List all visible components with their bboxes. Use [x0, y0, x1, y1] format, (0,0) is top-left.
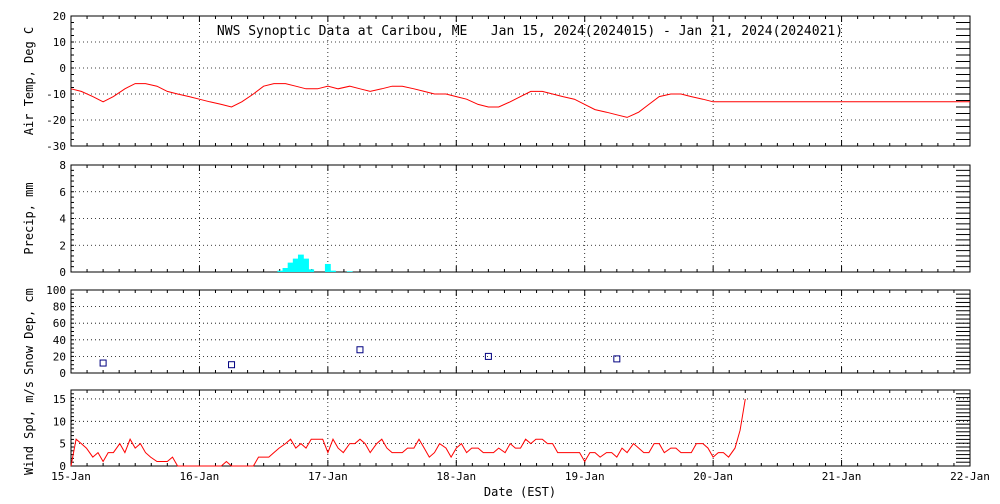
- panel-snow: 100 80 60 40 20 0 Snow Dep, cm: [22, 284, 971, 380]
- y-tick-label: 0: [59, 460, 66, 473]
- y-tick-label: 8: [59, 159, 66, 172]
- y-tick-label: 5: [59, 438, 66, 451]
- y-tick-label: 10: [53, 36, 66, 49]
- snow-point: [613, 355, 621, 363]
- precip-bar: [324, 263, 331, 272]
- x-tick-label: 22-Jan: [950, 470, 990, 483]
- y-tick-label: 15: [53, 393, 66, 406]
- panel-wind: 15 10 5 0 Wind Spd, m/s: [22, 381, 971, 475]
- y-tick-label: -20: [46, 114, 66, 127]
- x-tick-label: 21-Jan: [822, 470, 862, 483]
- y-tick-label: 20: [53, 350, 66, 363]
- precip-bar: [303, 258, 309, 272]
- y-tick-label: 80: [53, 301, 66, 314]
- chart-title: NWS Synoptic Data at Caribou, ME Jan 15,…: [217, 24, 843, 39]
- y-axis-label: Air Temp, Deg C: [22, 27, 36, 135]
- y-tick-label: -10: [46, 88, 66, 101]
- snow-point: [356, 346, 364, 354]
- y-axis-label: Precip, mm: [22, 182, 36, 254]
- x-tick-label: 15-Jan: [51, 470, 91, 483]
- y-tick-label: -30: [46, 140, 66, 153]
- y-axis-label: Snow Dep, cm: [22, 288, 36, 375]
- precip-bar: [292, 258, 299, 272]
- x-tick-label: 20-Jan: [693, 470, 733, 483]
- y-tick-label: 10: [53, 415, 66, 428]
- snow-point: [484, 352, 492, 360]
- panel-precip: 8 6 4 2 0 Precip, mm: [22, 159, 971, 279]
- y-tick-label: 4: [59, 213, 66, 226]
- y-axis-label: Wind Spd, m/s: [22, 381, 36, 475]
- snow-point: [228, 361, 236, 369]
- precip-bar: [277, 270, 284, 272]
- y-tick-label: 2: [59, 239, 66, 252]
- y-tick-label: 6: [59, 186, 66, 199]
- y-tick-label: 0: [59, 62, 66, 75]
- series-line-wind: [70, 398, 746, 467]
- y-tick-label: 20: [53, 10, 66, 23]
- panel-frame: [70, 389, 971, 467]
- x-tick-label: 19-Jan: [565, 470, 605, 483]
- x-axis-label: Date (EST): [484, 485, 556, 499]
- precip-bar: [346, 271, 353, 272]
- y-tick-label: 60: [53, 317, 66, 330]
- precip-bar: [287, 262, 294, 272]
- panel-temp: 20 10 0 -10 -20 -30 Air Temp, Deg C: [22, 10, 971, 153]
- precip-bar: [282, 267, 289, 272]
- precip-bar: [308, 269, 315, 272]
- panel-frame: [70, 289, 971, 374]
- x-tick-label: 16-Jan: [180, 470, 220, 483]
- x-tick-label: 18-Jan: [436, 470, 476, 483]
- precip-bar: [297, 254, 304, 272]
- y-tick-label: 100: [46, 284, 66, 297]
- series-line-temp: [70, 83, 970, 118]
- y-tick-label: 40: [53, 334, 66, 347]
- snow-point: [99, 359, 107, 367]
- y-tick-label: 0: [59, 266, 66, 279]
- y-tick-label: 0: [59, 367, 66, 380]
- x-tick-label: 17-Jan: [308, 470, 348, 483]
- precip-bar: [330, 270, 336, 272]
